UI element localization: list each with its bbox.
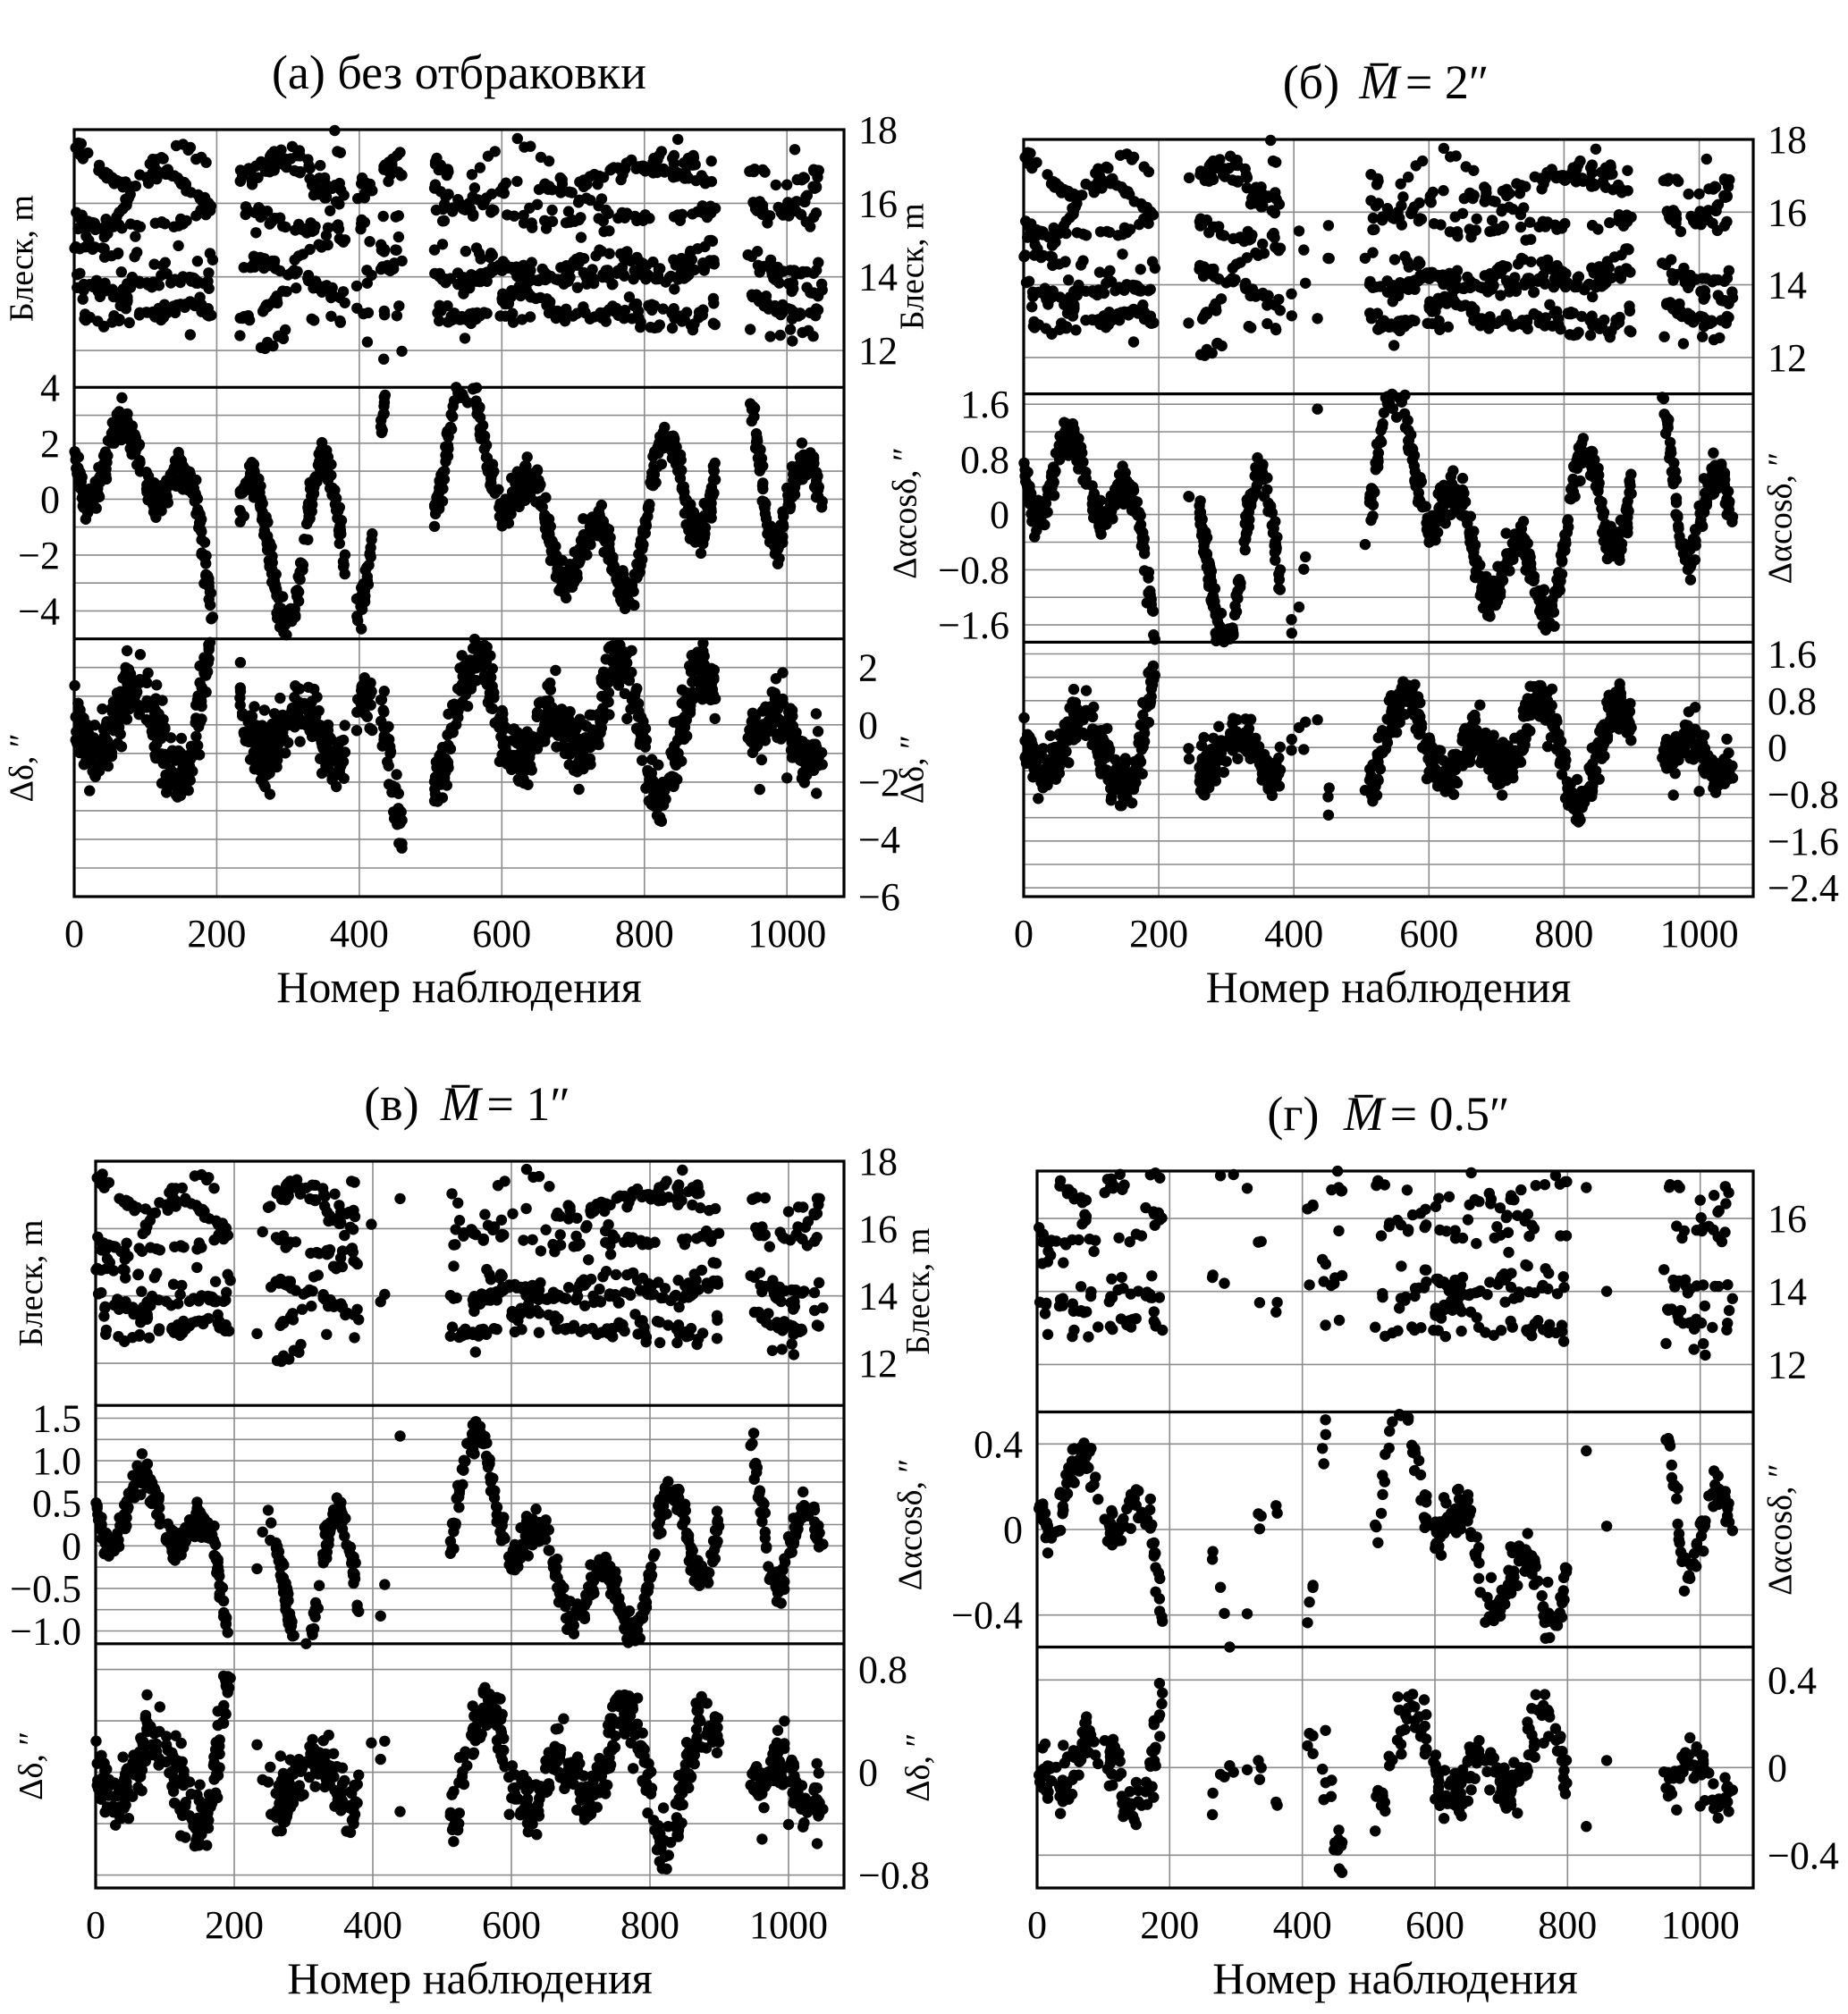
svg-text:4: 4 (40, 366, 60, 409)
svg-text:400: 400 (330, 912, 389, 956)
svg-text:2: 2 (40, 422, 60, 466)
svg-text:1000: 1000 (747, 912, 826, 956)
svg-text:(а) без отбраковки: (а) без отбраковки (272, 46, 646, 99)
svg-text:0: 0 (64, 912, 84, 956)
svg-text:Δαcosδ, ″: Δαcosδ, ″ (886, 447, 924, 579)
svg-text:600: 600 (472, 912, 531, 956)
svg-text:Δδ, ″: Δδ, ″ (4, 733, 41, 802)
svg-text:−6: −6 (858, 875, 900, 919)
svg-text:−4: −4 (18, 589, 60, 633)
svg-text:16: 16 (858, 181, 898, 225)
svg-text:−2: −2 (18, 534, 60, 577)
svg-text:Блеск, m: Блеск, m (4, 195, 41, 322)
svg-text:0: 0 (858, 704, 878, 747)
svg-text:0: 0 (40, 477, 60, 521)
svg-text:2: 2 (858, 646, 878, 690)
svg-text:800: 800 (615, 912, 674, 956)
svg-text:Номер наблюдения: Номер наблюдения (276, 962, 642, 1012)
svg-text:18: 18 (858, 108, 898, 152)
svg-text:200: 200 (187, 912, 246, 956)
svg-text:−4: −4 (858, 818, 900, 862)
svg-text:14: 14 (858, 256, 898, 299)
svg-text:12: 12 (858, 329, 898, 373)
